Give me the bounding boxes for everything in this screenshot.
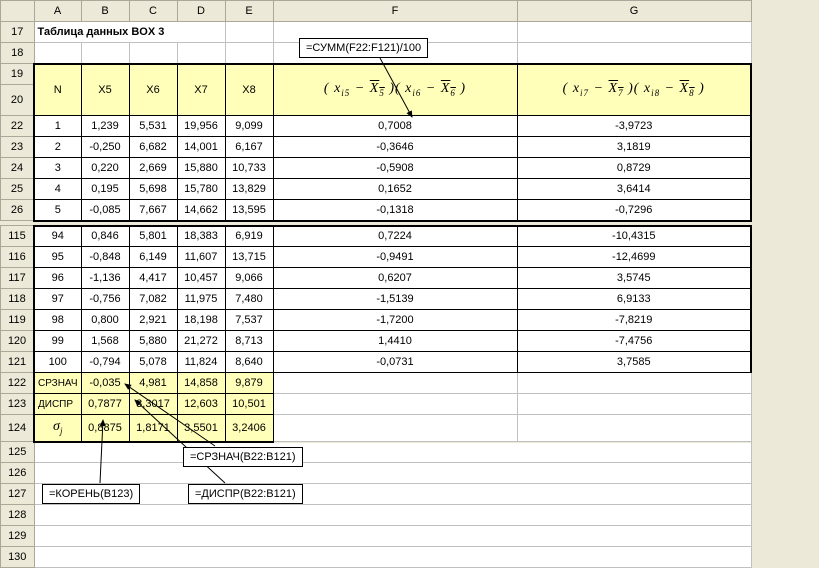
title-cell[interactable]: Таблица данных BOX 3 <box>34 22 225 43</box>
row-head[interactable]: 19 <box>1 64 35 85</box>
col-head-F[interactable]: F <box>273 1 517 22</box>
cell[interactable]: 0,7008 <box>273 116 517 137</box>
cell[interactable]: 19,956 <box>177 116 225 137</box>
callout-avg: =СРЗНАЧ(B22:B121) <box>183 447 303 467</box>
cell[interactable]: 5,531 <box>129 116 177 137</box>
row-head[interactable]: 20 <box>1 85 35 116</box>
row-head[interactable]: 17 <box>1 22 35 43</box>
header-X6[interactable]: X6 <box>129 64 177 116</box>
row-head[interactable]: 18 <box>1 43 35 64</box>
cell[interactable]: -3,9723 <box>517 116 751 137</box>
col-header-row: A B C D E F G <box>1 1 752 22</box>
label-disp[interactable]: ДИСПР <box>34 394 81 415</box>
header-formula-F[interactable]: ( xi5 − X5 )( xi6 − X6 ) <box>273 64 517 116</box>
label-sigma[interactable]: σj <box>34 415 81 442</box>
header-N[interactable]: N <box>34 64 81 116</box>
col-head-G[interactable]: G <box>517 1 751 22</box>
col-head-A[interactable]: A <box>34 1 81 22</box>
label-avg[interactable]: СРЗНАЧ <box>34 373 81 394</box>
header-X5[interactable]: X5 <box>81 64 129 116</box>
cell[interactable]: 1,239 <box>81 116 129 137</box>
header-X8[interactable]: X8 <box>225 64 273 116</box>
col-head-B[interactable]: B <box>81 1 129 22</box>
callout-sum: =СУММ(F22:F121)/100 <box>299 38 428 58</box>
callout-root: =КОРЕНЬ(B123) <box>42 484 140 504</box>
spreadsheet-view: A B C D E F G 17 Таблица данных BOX 3 18… <box>0 0 819 520</box>
grid[interactable]: A B C D E F G 17 Таблица данных BOX 3 18… <box>0 0 752 568</box>
cell[interactable]: 9,099 <box>225 116 273 137</box>
header-formula-G[interactable]: ( xi7 − X7 )( xi8 − X8 ) <box>517 64 751 116</box>
callout-disp: =ДИСПР(B22:B121) <box>188 484 303 504</box>
row-head[interactable]: 22 <box>1 116 35 137</box>
col-head-D[interactable]: D <box>177 1 225 22</box>
corner-cell[interactable] <box>1 1 35 22</box>
col-head-E[interactable]: E <box>225 1 273 22</box>
header-X7[interactable]: X7 <box>177 64 225 116</box>
cell[interactable]: 1 <box>34 116 81 137</box>
col-head-C[interactable]: C <box>129 1 177 22</box>
